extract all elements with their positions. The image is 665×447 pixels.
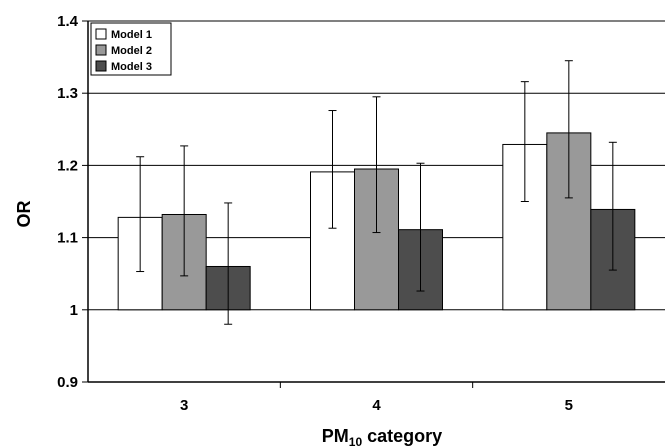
y-tick-label: 1.3: [57, 85, 78, 102]
y-tick-label: 0.9: [57, 374, 78, 391]
x-tick-label: 4: [372, 397, 381, 414]
y-axis-title: OR: [14, 200, 34, 227]
legend-label: Model 3: [111, 61, 152, 73]
legend-swatch: [95, 28, 107, 40]
x-axis-title: PM10 category: [322, 426, 442, 447]
x-tick-label: 3: [180, 397, 188, 414]
error-bars: [136, 60, 617, 325]
y-tick-label: 1.2: [57, 157, 78, 174]
x-tick-label: 5: [565, 397, 573, 414]
y-tick-label: 1.4: [57, 13, 79, 30]
axes: [82, 20, 665, 388]
legend: Model 1 Model 2 Model 3: [90, 22, 172, 76]
legend-swatch: [95, 44, 107, 56]
y-tick-label: 1: [70, 302, 78, 319]
y-tick-label: 1.1: [57, 230, 78, 247]
legend-swatch: [95, 60, 107, 72]
tick-labels: 0.9 1 1.1 1.2 1.3 1.4 3 4 5: [57, 13, 573, 414]
legend-label: Model 1: [111, 29, 152, 41]
legend-label: Model 2: [111, 45, 152, 57]
